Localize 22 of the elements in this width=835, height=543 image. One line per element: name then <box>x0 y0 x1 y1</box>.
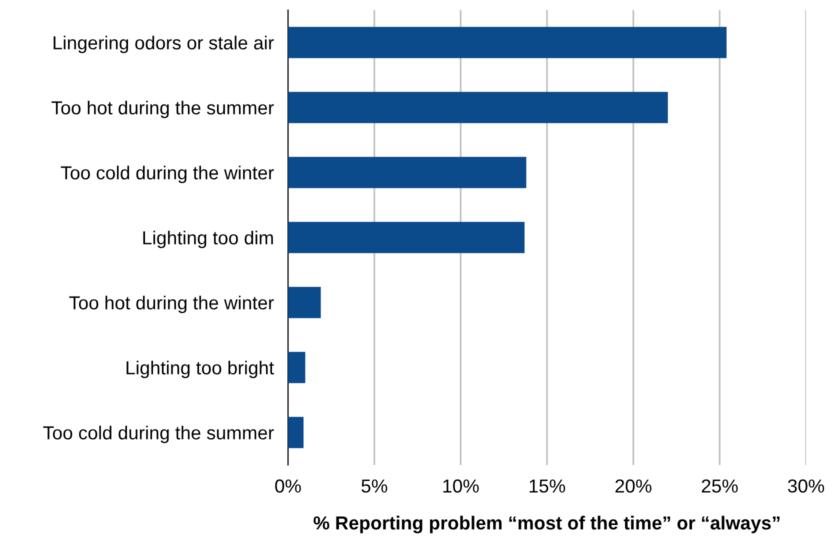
bar <box>288 352 306 384</box>
bar <box>288 222 525 254</box>
bar <box>288 286 321 318</box>
x-tick-label: 5% <box>362 479 388 493</box>
x-tick-label: 20% <box>616 479 652 493</box>
y-tick-label: Too cold during the summer <box>43 426 274 444</box>
x-axis-title: % Reporting problem “most of the time” or “always” <box>314 516 780 534</box>
y-tick-label: Lighting too bright <box>126 360 274 378</box>
y-tick-label: Lighting too dim <box>143 230 273 248</box>
x-tick-label: 10% <box>443 479 479 493</box>
x-tick-label: 15% <box>530 479 566 493</box>
x-tick-label: 30% <box>788 479 824 493</box>
y-tick-label: Lingering odors or stale air <box>54 36 274 54</box>
y-tick-label: Too hot during the summer <box>52 100 274 118</box>
y-tick-label: Too cold during the winter <box>60 166 274 184</box>
x-tick-label: 25% <box>702 479 738 493</box>
bar <box>288 416 304 448</box>
y-tick-label: Too hot during the winter <box>69 296 274 314</box>
bar <box>288 156 526 188</box>
x-tick-label: 0% <box>275 479 301 493</box>
bar <box>288 26 727 58</box>
bar <box>288 92 668 124</box>
